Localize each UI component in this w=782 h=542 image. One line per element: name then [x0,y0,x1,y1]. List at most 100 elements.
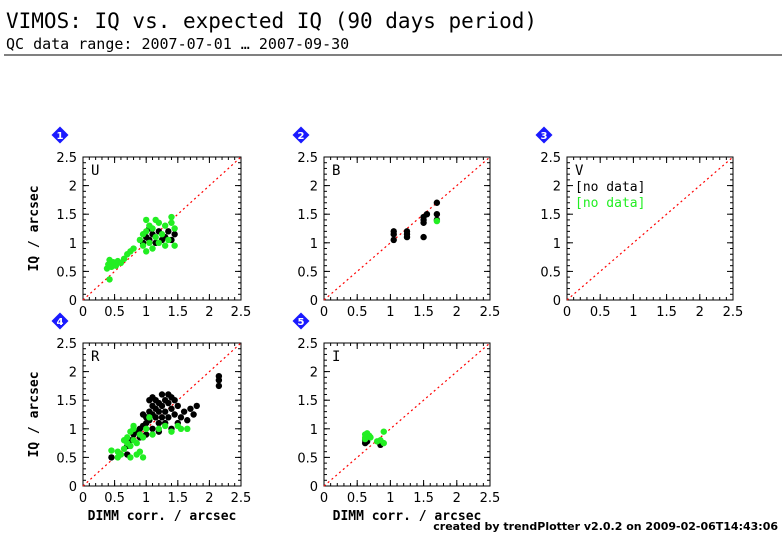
no-data-note: [no data] [575,196,645,211]
y-tick-label: 1 [553,237,561,252]
data-point [120,445,128,453]
x-tick-label: 1 [386,305,394,320]
data-point [136,448,144,455]
x-tick-label: 0.5 [104,305,125,320]
x-tick-label: 0 [563,305,571,320]
y-tick-label: 1.5 [297,208,318,223]
page-subtitle: QC data range: 2007-07-01 … 2007-09-30 [6,35,349,53]
plot-frame [82,342,242,487]
reference-line-y-equals-x [323,156,491,301]
data-point [433,199,441,206]
filter-label: I [332,349,340,365]
data-point [149,225,156,232]
panel-badge-icon [535,126,553,144]
x-tick-label: 0 [320,491,328,506]
x-tick-label: 1 [629,305,637,320]
data-point [149,425,156,432]
data-point [390,236,397,244]
data-point [155,239,163,246]
x-tick-label: 0 [320,305,328,320]
panel-badge-number: 4 [57,317,64,328]
data-point [168,405,175,412]
data-point [155,419,163,427]
y-tick-label: 2 [310,366,318,381]
data-point [139,454,147,461]
data-point [139,434,147,441]
data-point [152,233,159,241]
y-tick-label: 2 [69,366,77,381]
panel-badge-number: 5 [298,317,305,328]
data-point [171,225,178,232]
y-tick-label: 1 [310,423,318,438]
data-point [133,439,140,447]
y-axis-label: IQ / arcsec [27,185,42,271]
data-point [143,216,150,224]
panel-badge-number: 2 [298,131,305,142]
data-point [423,211,431,218]
data-point [143,425,150,432]
data-point [165,399,172,407]
data-point [161,422,169,430]
data-point [161,242,169,249]
page-title: VIMOS: IQ vs. expected IQ (90 days perio… [6,9,537,33]
data-point [168,219,175,226]
data-point [143,248,150,255]
y-tick-label: 0.5 [297,451,318,466]
y-tick-label: 1 [69,237,77,252]
data-point [215,382,223,390]
y-tick-label: 0 [69,294,77,309]
x-tick-label: 0 [79,491,87,506]
data-point [190,411,197,418]
plot-frame [82,156,242,301]
data-point [139,242,147,249]
panel-badge-number: 1 [57,131,64,142]
data-point [168,428,175,435]
x-axis-label: DIMM corr. / arcsec [88,509,237,524]
x-tick-label: 2.5 [231,305,252,320]
y-tick-label: 1 [69,423,77,438]
x-tick-label: 2 [453,305,461,320]
data-point [193,402,200,410]
x-tick-label: 2 [453,491,461,506]
data-point [158,402,166,410]
data-point [130,245,137,252]
data-point [171,242,178,249]
x-axis-label: DIMM corr. / arcsec [333,509,482,524]
panel-4: 4 0 0.5 1 1.5 2 2.5 0 0.5 1 1.5 2 2.5 R IQ / arcsec DIM… [27,312,251,524]
x-tick-label: 0.5 [104,491,125,506]
data-point [136,236,144,244]
y-tick-label: 2 [553,180,561,195]
data-point [165,236,172,244]
data-point [149,431,156,438]
data-point [433,217,441,225]
data-point [165,228,172,235]
data-point [149,394,156,401]
data-point [174,402,181,410]
plot-frame [323,342,491,487]
x-tick-label: 0 [79,305,87,320]
reference-line-y-equals-x [566,156,734,301]
series-green [108,414,191,461]
filter-label: V [575,163,584,179]
data-point [180,408,188,415]
data-point [184,425,191,432]
data-point [158,414,166,421]
data-point [168,394,175,401]
panel-badge-icon [292,312,310,330]
data-point [171,231,178,238]
panel-3: 30 0.5 1 1.5 2 2.500.511.522.5V[no data][no d… [535,126,744,320]
x-tick-label: 2 [696,305,704,320]
y-tick-label: 2.5 [297,151,318,166]
data-point [184,417,191,424]
y-axis-label: IQ / arcsec [27,371,42,457]
data-point [152,216,159,224]
data-point [215,372,223,380]
x-tick-label: 2 [205,491,213,506]
x-tick-label: 2.5 [723,305,744,320]
y-tick-label: 0.5 [540,265,561,280]
data-point [433,211,441,218]
data-point [120,255,128,263]
x-tick-label: 1 [386,491,394,506]
data-point [155,408,163,415]
